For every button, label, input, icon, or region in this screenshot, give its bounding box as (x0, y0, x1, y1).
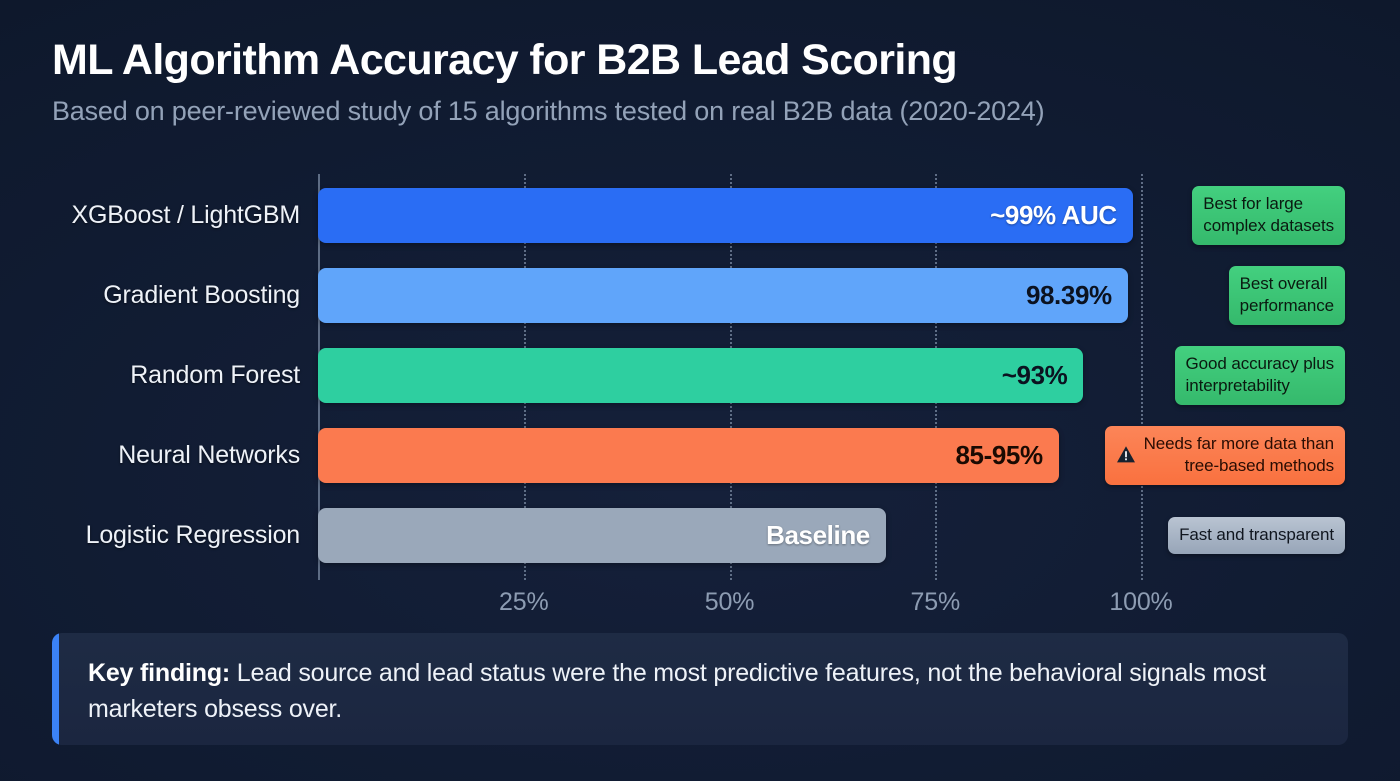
annotation-badge-green[interactable]: Best for large complex datasets (1192, 186, 1345, 245)
category-label-gradient-boosting: Gradient Boosting (103, 281, 300, 309)
x-tick-label: 50% (704, 588, 755, 616)
bar-row: Neural Networks 85-95% Needs far more data… (0, 426, 1400, 485)
bar-random-forest[interactable]: ~93% (318, 348, 1084, 403)
annotation-badge-green[interactable]: Good accuracy plus interpretability (1174, 346, 1345, 405)
annotation-badge-gray[interactable]: Fast and transparent (1168, 517, 1345, 554)
bar-value-label: 85-95% (955, 440, 1043, 470)
annotation-badge-text: Good accuracy plus interpretability (1185, 354, 1335, 395)
category-label-neural-networks: Neural Networks (118, 441, 300, 469)
bar-row: XGBoost / LightGBM ~99% AUC Best for large… (0, 186, 1400, 245)
annotation-badge-text: Best overall performance (1239, 274, 1334, 315)
bar-value-label: ~99% AUC (990, 200, 1117, 230)
annotation-badge-orange[interactable]: Needs far more data than tree-based meth… (1104, 426, 1345, 485)
gridline-100pct (1141, 174, 1143, 580)
bar-neural-networks[interactable]: 85-95% (318, 428, 1059, 483)
accent-bar (52, 633, 59, 745)
annotation-badge-text: Fast and transparent (1179, 525, 1334, 544)
page-title: ML Algorithm Accuracy for B2B Lead Scori… (52, 36, 958, 84)
x-tick-label: 25% (499, 588, 549, 616)
bar-row: Logistic Regression Baseline Fast and tran… (0, 508, 1400, 563)
x-tick-label: 100% (1109, 588, 1173, 616)
warning-icon (1116, 446, 1135, 463)
bar-logistic-regression[interactable]: Baseline (318, 508, 886, 563)
bar-gradient-boosting[interactable]: 98.39% (318, 268, 1128, 323)
annotation-badge-green[interactable]: Best overall performance (1228, 266, 1345, 325)
category-label-xgboost-lightgbm: XGBoost / LightGBM (71, 201, 301, 229)
bar-value-label: ~93% (1001, 360, 1068, 390)
bar-value-label: Baseline (766, 520, 870, 550)
key-finding-body: Lead source and lead status were the mos… (88, 659, 1266, 724)
bar-chart-plot-area: XGBoost / LightGBM ~99% AUC Best for large… (0, 168, 1400, 608)
key-finding-callout: Key finding: Lead source and lead status… (52, 633, 1348, 745)
bar-value-label: 98.39% (1025, 280, 1112, 310)
page-subtitle: Based on peer-reviewed study of 15 algor… (52, 96, 1045, 127)
key-finding-label: Key finding: (88, 659, 231, 687)
bar-xgboost-lightgbm[interactable]: ~99% AUC (318, 188, 1133, 243)
x-axis-tick-labels: 25% 50% 75% 100% (0, 588, 1400, 628)
bar-row: Gradient Boosting 98.39% Best overall perf… (0, 266, 1400, 325)
category-label-logistic-regression: Logistic Regression (85, 521, 301, 549)
chart-header: ML Algorithm Accuracy for B2B Lead Scori… (52, 36, 1352, 127)
annotation-badge-text: Best for large complex datasets (1203, 194, 1334, 235)
annotation-badge-text: Needs far more data than tree-based meth… (1143, 434, 1334, 475)
key-finding-text: Key finding: Lead source and lead status… (88, 655, 1328, 728)
x-tick-label: 75% (910, 588, 961, 616)
category-label-random-forest: Random Forest (130, 361, 300, 389)
bar-row: Random Forest ~93% Good accuracy plus inte… (0, 346, 1400, 405)
